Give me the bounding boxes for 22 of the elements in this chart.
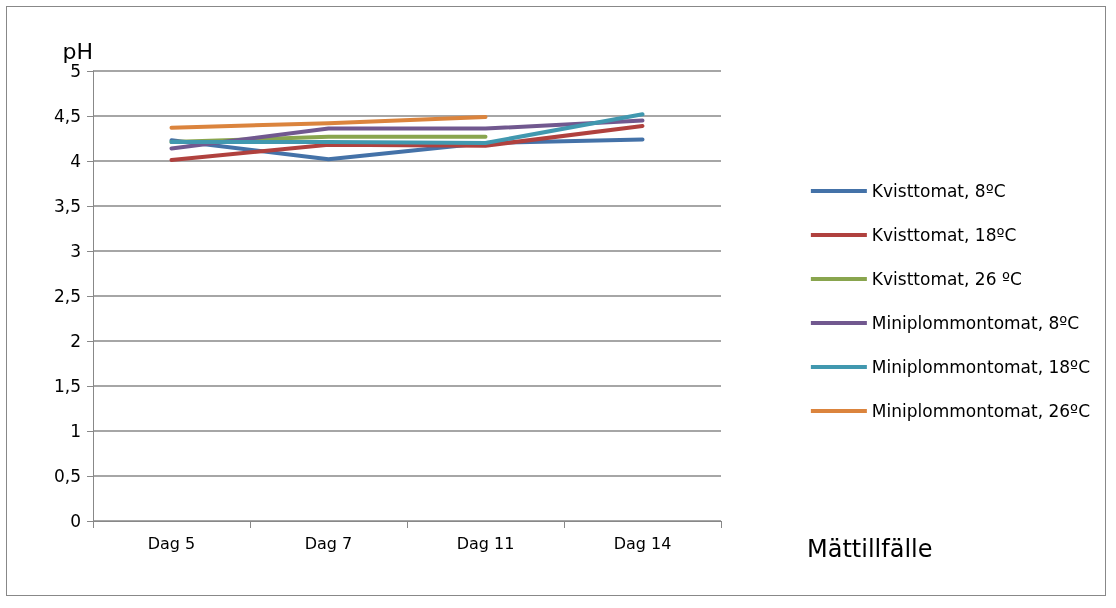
y-tick-label: 3,5 xyxy=(53,196,81,216)
x-tick-label: Dag 14 xyxy=(613,533,672,553)
legend-label: Kvisttomat, 26 ºC xyxy=(871,269,1022,289)
x-axis-title: Mättillfälle xyxy=(807,535,933,563)
legend-label: Miniplommontomat, 18ºC xyxy=(871,357,1091,377)
y-tick-label: 4 xyxy=(70,151,81,171)
legend-label: Miniplommontomat, 8ºC xyxy=(871,313,1080,333)
y-tick-label: 0,5 xyxy=(53,466,81,486)
x-tick-label: Dag 5 xyxy=(147,533,196,553)
y-tick-label: 2,5 xyxy=(53,286,81,306)
legend-label: Kvisttomat, 18ºC xyxy=(871,225,1017,245)
x-tick-label: Dag 11 xyxy=(456,533,515,553)
y-tick-label: 1 xyxy=(70,421,81,441)
y-tick-label: 2 xyxy=(70,331,81,351)
y-tick-label: 4,5 xyxy=(53,106,81,126)
line-series xyxy=(169,123,645,163)
x-tick-label: Dag 7 xyxy=(304,533,353,553)
legend-label: Kvisttomat, 8ºC xyxy=(871,181,1006,201)
y-tick-label: 0 xyxy=(70,511,81,531)
legend-label: Miniplommontomat, 26ºC xyxy=(871,401,1091,421)
y-tick-label: 3 xyxy=(70,241,81,261)
y-tick-label: 1,5 xyxy=(53,376,81,396)
